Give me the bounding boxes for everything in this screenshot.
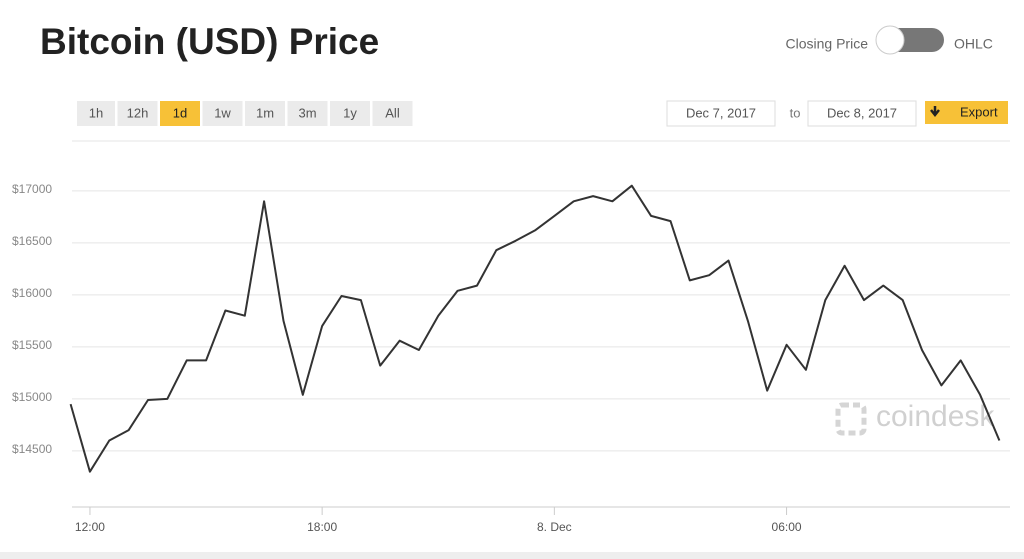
range-button-label: 1d: [173, 105, 187, 120]
range-button-bg: [330, 101, 370, 126]
toggle-right-label: OHLC: [954, 36, 993, 52]
export-label: Export: [960, 104, 998, 119]
range-button[interactable]: 1y: [330, 101, 370, 126]
export-button[interactable]: Export: [925, 101, 1008, 124]
export-bg: [925, 101, 1008, 124]
toggle-knob: [875, 25, 905, 55]
range-button-bg: [372, 101, 413, 126]
y-tick-label: $16500: [12, 234, 52, 248]
range-button-label: 1m: [256, 105, 274, 120]
date-from-box[interactable]: [666, 100, 776, 127]
range-button-bg: [117, 101, 158, 126]
y-tick-label: $14500: [12, 442, 52, 456]
x-tick-label: 8. Dec: [537, 520, 572, 534]
range-button-label: 1h: [89, 105, 103, 120]
range-button-label: All: [385, 105, 400, 120]
date-to-box[interactable]: [807, 100, 917, 127]
price-line: [69, 184, 1001, 473]
range-button-bg: [160, 101, 200, 126]
bottom-band: [0, 552, 1024, 559]
y-tick-label: $15000: [12, 390, 52, 404]
range-button-bg: [77, 101, 115, 126]
date-separator: to: [790, 105, 801, 120]
toggle-left-label: Closing Price: [786, 36, 869, 52]
export-icon: [930, 106, 940, 118]
range-button-bg: [287, 101, 328, 126]
x-tick-label: 18:00: [307, 520, 337, 534]
toggle[interactable]: [875, 25, 944, 55]
y-tick-label: $17000: [12, 182, 52, 196]
y-tick-label: $15500: [12, 338, 52, 352]
date-to: Dec 8, 2017: [827, 105, 897, 120]
date-from: Dec 7, 2017: [686, 105, 756, 120]
range-button[interactable]: 3m: [287, 101, 328, 126]
range-button-label: 1w: [214, 105, 231, 120]
range-button-label: 12h: [127, 105, 149, 120]
x-tick-label: 12:00: [75, 520, 105, 534]
range-button-label: 3m: [298, 105, 316, 120]
x-tick-label: 06:00: [772, 520, 802, 534]
watermark-text: coindesk: [876, 400, 995, 433]
range-button[interactable]: 1w: [202, 101, 243, 126]
watermark: coindesk: [835, 400, 995, 436]
y-tick-label: $16000: [12, 286, 52, 300]
range-button[interactable]: All: [372, 101, 413, 126]
range-button[interactable]: 12h: [117, 101, 158, 126]
watermark-icon: [835, 402, 867, 436]
range-button[interactable]: 1m: [245, 101, 285, 126]
range-button-bg: [245, 101, 285, 126]
page-title: Bitcoin (USD) Price: [40, 21, 379, 62]
range-buttons: 1h 12h 1d 1w 1m 3m 1y All: [77, 101, 413, 126]
range-button[interactable]: 1d: [160, 101, 200, 126]
range-button-bg: [202, 101, 243, 126]
chart: $14500 $15000 $15500 $16000 $16500 $17000 12:0…: [12, 182, 1010, 534]
range-button[interactable]: 1h: [77, 101, 115, 126]
range-button-label: 1y: [343, 105, 357, 120]
